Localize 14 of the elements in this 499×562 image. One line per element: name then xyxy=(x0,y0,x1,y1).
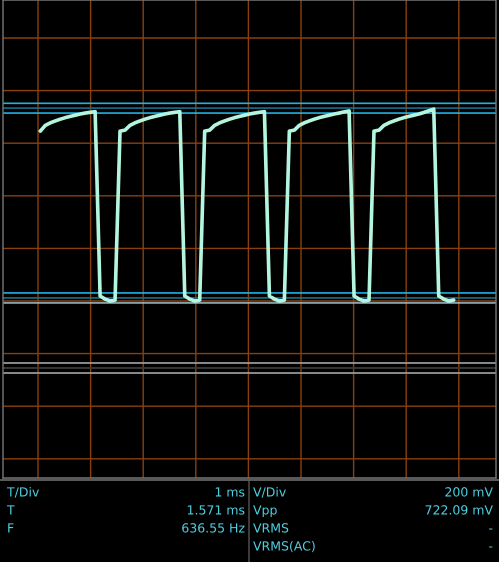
text: T xyxy=(6,505,15,514)
text: 636.55 Hz xyxy=(182,523,244,533)
text: Vpp xyxy=(253,505,277,518)
text: 1.571 ms xyxy=(188,505,244,515)
text: VRMS xyxy=(253,523,288,533)
text: T/Div xyxy=(6,486,39,498)
text: F xyxy=(8,523,14,532)
text: 200 mV xyxy=(445,487,493,497)
text: - xyxy=(489,528,492,530)
text: - xyxy=(489,546,492,548)
text: 1 ms xyxy=(216,487,244,497)
text: V/Div xyxy=(253,486,286,498)
text: 722.09 mV xyxy=(426,505,493,515)
text: VRMS(AC) xyxy=(253,540,315,552)
